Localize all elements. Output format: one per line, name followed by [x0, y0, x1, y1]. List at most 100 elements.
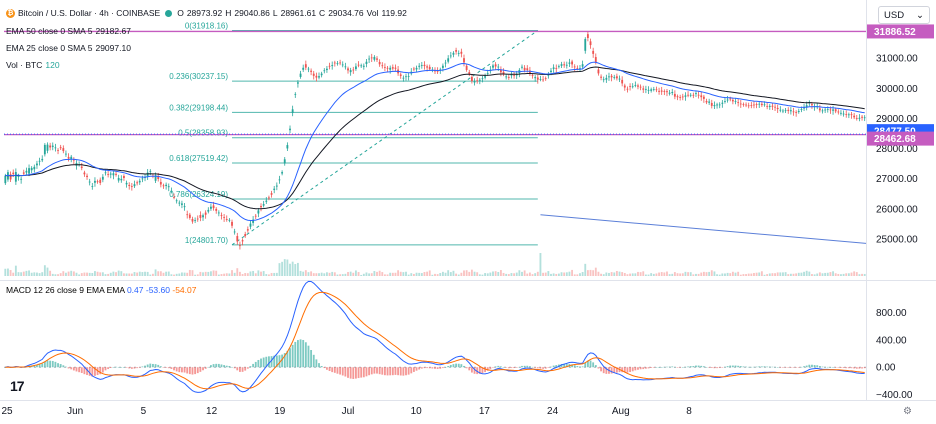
- volume-bar: [191, 270, 194, 276]
- volume-bar: [853, 271, 856, 276]
- candle-body: [502, 71, 505, 75]
- volume-bar: [286, 259, 289, 276]
- candle-body: [726, 99, 729, 101]
- macd-histogram-bar: [152, 363, 154, 368]
- candle-body: [692, 94, 695, 96]
- macd-histogram-bar: [207, 366, 210, 368]
- volume-bar: [689, 272, 692, 276]
- candle-body: [613, 77, 616, 78]
- candle-body: [268, 197, 270, 199]
- candle-body: [349, 70, 352, 73]
- volume-bar: [149, 274, 152, 276]
- macd-histogram-bar: [829, 367, 832, 368]
- volume-bar: [196, 274, 199, 276]
- volume-bar: [739, 274, 742, 276]
- macd-histogram-bar: [523, 365, 526, 368]
- volume-bar: [808, 271, 811, 276]
- symbol-legend: ₿ Bitcoin / U.S. Dollar · 4h · COINBASE …: [6, 8, 407, 18]
- candle-body: [679, 97, 682, 98]
- volume-bar: [344, 273, 347, 276]
- volume-bar: [784, 272, 787, 276]
- price-tick-label: 25000.00: [876, 234, 918, 245]
- macd-histogram-bar: [120, 367, 123, 368]
- volume-bar: [760, 271, 763, 276]
- volume-bar: [270, 272, 273, 276]
- volume-bar: [457, 274, 460, 276]
- volume-bar: [623, 272, 626, 276]
- macd-histogram-bar: [776, 367, 779, 368]
- candle-body: [186, 214, 189, 216]
- volume-bar: [323, 273, 326, 276]
- macd-histogram-bar: [663, 366, 666, 368]
- macd-histogram-bar: [708, 367, 711, 368]
- macd-histogram-bar: [555, 365, 558, 368]
- ema50-line: [5, 66, 865, 210]
- macd-histogram-bar: [784, 367, 787, 368]
- candle-body: [565, 64, 568, 66]
- volume-bar: [368, 273, 371, 276]
- candle-body: [863, 117, 866, 119]
- fib-level-label: 0(31918.16): [185, 21, 228, 30]
- candle-body: [291, 109, 294, 113]
- macd-histogram-bar: [157, 364, 160, 368]
- ema50-legend[interactable]: EMA 50 close 0 SMA 5 29182.67: [6, 26, 131, 36]
- macd-histogram-bar: [550, 366, 552, 368]
- candle-body: [360, 65, 363, 67]
- volume-bar: [787, 274, 790, 276]
- macd-histogram-bar: [737, 365, 740, 368]
- volume-bar: [626, 274, 629, 276]
- volume-bar: [302, 271, 305, 276]
- vol-legend[interactable]: Vol · BTC 120: [6, 60, 60, 70]
- ema25-legend[interactable]: EMA 25 close 0 SMA 5 29097.10: [6, 43, 131, 53]
- macd-histogram-bar: [36, 364, 38, 368]
- macd-histogram-bar: [281, 354, 284, 368]
- macd-histogram-bar: [33, 365, 36, 368]
- volume-bar: [289, 263, 291, 276]
- volume-bar: [673, 272, 676, 276]
- macd-histogram-bar: [507, 367, 510, 369]
- candle-body: [600, 76, 602, 78]
- candle-body: [470, 76, 473, 82]
- volume-bar: [842, 273, 845, 276]
- macd-histogram-bar: [499, 366, 502, 368]
- macd-histogram-bar: [312, 354, 315, 368]
- volume-bar: [592, 270, 595, 276]
- macd-histogram-bar: [239, 367, 241, 372]
- volume-bar: [109, 272, 112, 276]
- candle-body: [141, 178, 144, 180]
- candle-body: [297, 82, 299, 84]
- candle-body: [753, 104, 755, 106]
- currency-select[interactable]: USD ⌄: [878, 6, 930, 24]
- macd-histogram-bar: [470, 367, 473, 373]
- candle-body: [747, 105, 750, 107]
- macd-histogram-bar: [676, 367, 679, 368]
- macd-histogram-bar: [853, 367, 856, 369]
- candle-body: [544, 78, 547, 80]
- volume-bar: [65, 272, 67, 276]
- volume-bar: [434, 273, 436, 276]
- volume-bar: [449, 272, 452, 276]
- candle-body: [109, 173, 112, 175]
- volume-bar: [758, 272, 761, 276]
- macd-legend[interactable]: MACD 12 26 close 9 EMA EMA 0.47 -53.60 -…: [6, 285, 196, 295]
- candle-body: [318, 76, 320, 78]
- volume-bar: [299, 270, 302, 276]
- macd-histogram-bar: [768, 366, 771, 368]
- gear-icon[interactable]: ⚙: [903, 406, 912, 417]
- candle-body: [826, 109, 829, 110]
- candle-body: [629, 85, 631, 87]
- macd-histogram-bar: [463, 365, 465, 368]
- candle-body: [655, 89, 658, 91]
- volume-bar: [850, 272, 853, 276]
- candle-body: [650, 89, 653, 91]
- candle-body: [41, 158, 44, 161]
- macd-histogram-bar: [244, 367, 247, 371]
- candle-body: [673, 93, 676, 97]
- volume-bar: [188, 269, 191, 276]
- candle-body: [46, 144, 49, 151]
- candle-body: [86, 175, 88, 178]
- macd-histogram-bar: [484, 367, 487, 373]
- volume-bar: [597, 271, 600, 276]
- candle-body: [328, 65, 331, 67]
